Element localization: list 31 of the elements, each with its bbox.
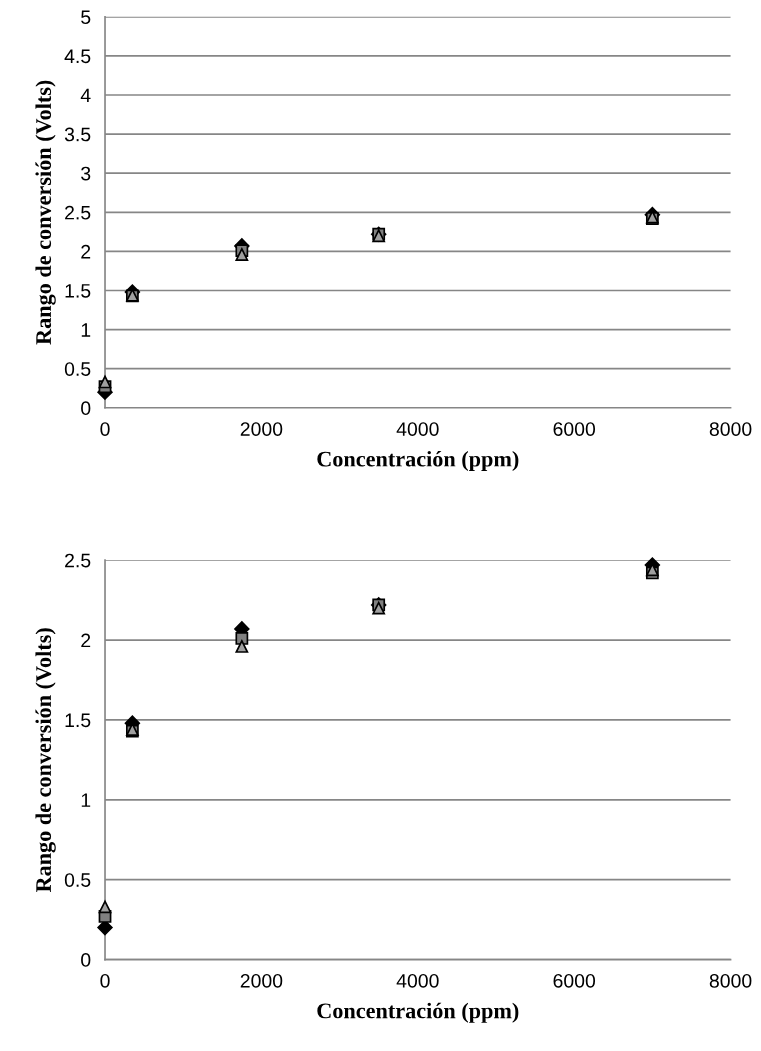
y-tick-label: 0.5 — [64, 362, 91, 376]
x-tick-label: 0 — [100, 973, 110, 988]
y-axis-title: Rango de conversión (Volts) — [35, 628, 56, 893]
y-tick-label: 4 — [80, 88, 91, 103]
y-tick-label: 2.5 — [65, 205, 91, 220]
y-tick-label: 1.5 — [65, 713, 91, 728]
y-tick-label: 3 — [81, 166, 91, 181]
y-tick-label: 2 — [81, 244, 91, 259]
y-tick-label: 4.5 — [64, 49, 91, 64]
x-tick-label: 8000 — [709, 422, 752, 436]
x-tick-label: 4000 — [396, 422, 439, 436]
x-tick-label: 2000 — [240, 422, 283, 436]
y-tick-label: 2.5 — [65, 553, 91, 568]
y-tick-label: 0 — [81, 953, 91, 967]
y-tick-label: 3.5 — [64, 127, 91, 142]
x-tick-label: 4000 — [396, 973, 439, 988]
y-tick-label: 0 — [81, 401, 91, 416]
x-tick-label: 8000 — [709, 973, 752, 988]
y-tick-label: 2 — [81, 633, 91, 648]
x-axis-title: Concentración (ppm) — [317, 450, 519, 472]
x-axis-title: Concentración (ppm) — [317, 1002, 519, 1023]
x-tick-label: 6000 — [553, 422, 596, 436]
x-tick-label: 0 — [100, 422, 110, 436]
x-tick-label: 2000 — [240, 973, 283, 988]
y-tick-label: 1 — [81, 793, 91, 807]
y-tick-label: 0.5 — [64, 873, 91, 887]
y-tick-label: 1.5 — [65, 284, 91, 298]
y-tick-label: 5 — [81, 10, 91, 25]
y-tick-label: 1 — [81, 323, 91, 337]
x-tick-label: 6000 — [553, 973, 596, 988]
y-axis-title: Rango de conversión (Volts) — [35, 80, 56, 345]
